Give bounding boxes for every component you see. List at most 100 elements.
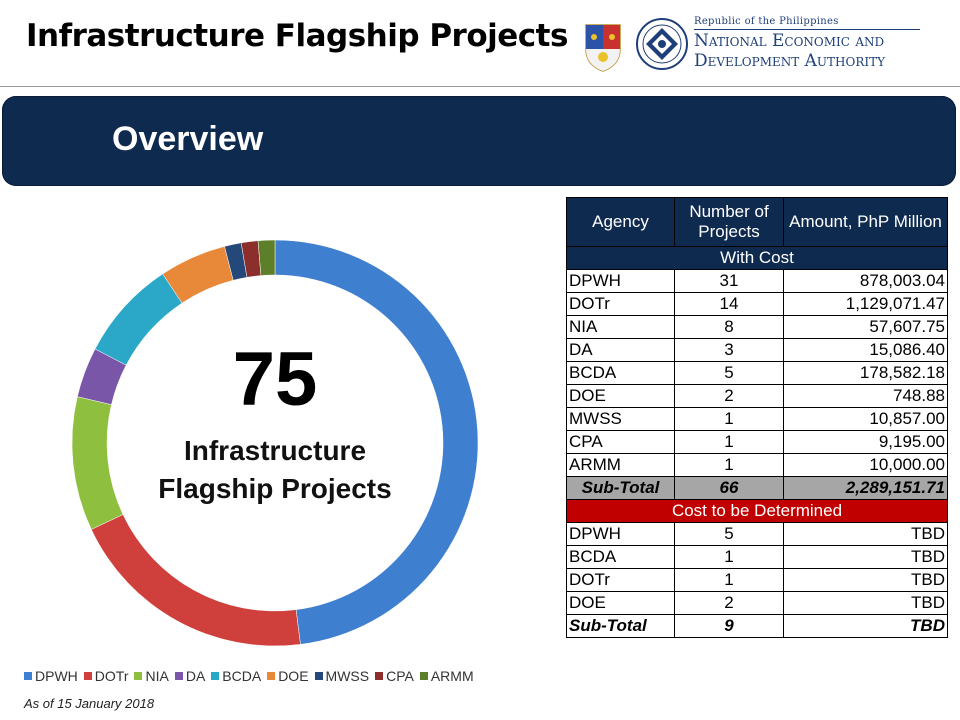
table-row: DPWH 5 TBD bbox=[566, 522, 948, 546]
neda-line2: Development Authority bbox=[694, 51, 886, 71]
legend-item-dotr: DOTr bbox=[83, 668, 129, 684]
count-cell: 1 bbox=[674, 545, 784, 569]
agency-cell: BCDA bbox=[566, 361, 675, 385]
count-cell: 5 bbox=[674, 522, 784, 546]
legend-swatch bbox=[211, 672, 220, 680]
amount-cell: 878,003.04 bbox=[783, 269, 948, 293]
neda-divider bbox=[694, 29, 920, 30]
legend-swatch bbox=[314, 672, 323, 680]
legend-label: MWSS bbox=[325, 668, 370, 684]
legend-label: BCDA bbox=[222, 668, 262, 684]
subtotal-label: Sub-Total bbox=[566, 614, 675, 638]
amount-cell: 178,582.18 bbox=[783, 361, 948, 385]
neda-logo-icon bbox=[636, 18, 688, 70]
amount-cell: TBD bbox=[783, 568, 948, 592]
with-cost-section-label: With Cost bbox=[566, 246, 948, 270]
donut-slice-armm bbox=[257, 239, 276, 276]
total-projects-number: 75 bbox=[232, 337, 318, 422]
count-cell: 31 bbox=[674, 269, 784, 293]
legend-label: DOE bbox=[278, 668, 309, 684]
donut-slice-dotr bbox=[90, 514, 301, 647]
table-row: ARMM 1 10,000.00 bbox=[566, 453, 948, 477]
count-cell: 8 bbox=[674, 315, 784, 339]
count-cell: 2 bbox=[674, 591, 784, 615]
amount-cell: TBD bbox=[783, 545, 948, 569]
tbd-section: Cost to be Determined bbox=[566, 499, 948, 523]
count-cell: 14 bbox=[674, 292, 784, 316]
agency-cell: NIA bbox=[566, 315, 675, 339]
table-row: BCDA 5 178,582.18 bbox=[566, 361, 948, 385]
legend-label: DA bbox=[185, 668, 206, 684]
agency-cell: DOTr bbox=[566, 568, 675, 592]
agency-cell: DPWH bbox=[566, 269, 675, 293]
center-label-line2: Flagship Projects bbox=[158, 473, 392, 504]
table-row: NIA 8 57,607.75 bbox=[566, 315, 948, 339]
legend-item-dpwh: DPWH bbox=[24, 668, 78, 684]
agency-cell: CPA bbox=[566, 430, 675, 454]
table-row: DOTr 1 TBD bbox=[566, 568, 948, 592]
agency-cell: DOE bbox=[566, 384, 675, 408]
subtotal-row: Sub-Total 9 TBD bbox=[566, 614, 948, 638]
legend-item-bcda: BCDA bbox=[211, 668, 261, 684]
legend-label: DPWH bbox=[35, 668, 78, 684]
with-cost-section: With Cost bbox=[566, 246, 948, 270]
legend-item-nia: NIA bbox=[134, 668, 169, 684]
header-number-of-projects: Number of Projects bbox=[674, 197, 784, 247]
legend-label: NIA bbox=[145, 668, 169, 684]
legend-item-da: DA bbox=[174, 668, 206, 684]
table-row: DPWH 31 878,003.04 bbox=[566, 269, 948, 293]
table-row: DA 3 15,086.40 bbox=[566, 338, 948, 362]
table-row: MWSS 1 10,857.00 bbox=[566, 407, 948, 431]
legend-label: DOTr bbox=[94, 668, 129, 684]
table-row: BCDA 1 TBD bbox=[566, 545, 948, 569]
header-divider bbox=[0, 86, 960, 87]
legend-swatch bbox=[267, 672, 276, 680]
table-row: DOE 2 TBD bbox=[566, 591, 948, 615]
as-of-date: As of 15 January 2018 bbox=[24, 696, 155, 711]
count-cell: 1 bbox=[674, 407, 784, 431]
agency-cell: ARMM bbox=[566, 453, 675, 477]
legend-item-armm: ARMM bbox=[419, 668, 474, 684]
amount-cell: 748.88 bbox=[783, 384, 948, 408]
table-row: DOE 2 748.88 bbox=[566, 384, 948, 408]
agency-cell: BCDA bbox=[566, 545, 675, 569]
legend-swatch bbox=[24, 672, 32, 680]
donut-slice-nia bbox=[71, 396, 124, 530]
subtotal-row: Sub-Total 66 2,289,151.71 bbox=[566, 476, 948, 500]
table-row: CPA 1 9,195.00 bbox=[566, 430, 948, 454]
count-cell: 1 bbox=[674, 430, 784, 454]
neda-republic-text: Republic of the Philippines bbox=[694, 16, 839, 27]
section-banner: Overview bbox=[2, 96, 956, 186]
neda-line1: National Economic and bbox=[694, 31, 885, 51]
legend-swatch bbox=[375, 672, 384, 680]
amount-cell: TBD bbox=[783, 591, 948, 615]
neda-wordmark: Republic of the Philippines National Eco… bbox=[694, 16, 920, 71]
count-cell: 3 bbox=[674, 338, 784, 362]
agency-cell: DPWH bbox=[566, 522, 675, 546]
subtotal-count: 9 bbox=[674, 614, 784, 638]
amount-cell: 57,607.75 bbox=[783, 315, 948, 339]
count-cell: 5 bbox=[674, 361, 784, 385]
section-title: Overview bbox=[112, 120, 264, 158]
total-projects-label: Infrastructure Flagship Projects bbox=[120, 432, 430, 508]
center-label-line1: Infrastructure bbox=[183, 435, 367, 466]
amount-cell: TBD bbox=[783, 522, 948, 546]
count-cell: 2 bbox=[674, 384, 784, 408]
table-header-row: Agency Number of Projects Amount, PhP Mi… bbox=[566, 197, 948, 247]
amount-cell: 10,000.00 bbox=[783, 453, 948, 477]
legend-swatch bbox=[134, 672, 143, 680]
agency-cell: DOE bbox=[566, 591, 675, 615]
agency-cell: DA bbox=[566, 338, 675, 362]
legend-label: ARMM bbox=[430, 668, 474, 684]
subtotal-amount: TBD bbox=[783, 614, 948, 638]
donut-slice-dpwh bbox=[274, 239, 479, 645]
subtotal-amount: 2,289,151.71 bbox=[783, 476, 948, 500]
amount-cell: 9,195.00 bbox=[783, 430, 948, 454]
legend-swatch bbox=[174, 672, 183, 680]
subtotal-label: Sub-Total bbox=[566, 476, 675, 500]
amount-cell: 10,857.00 bbox=[783, 407, 948, 431]
header-amount: Amount, PhP Million bbox=[783, 197, 948, 247]
philippine-seal-icon bbox=[585, 24, 621, 72]
table-row: DOTr 14 1,129,071.47 bbox=[566, 292, 948, 316]
agency-cell: MWSS bbox=[566, 407, 675, 431]
